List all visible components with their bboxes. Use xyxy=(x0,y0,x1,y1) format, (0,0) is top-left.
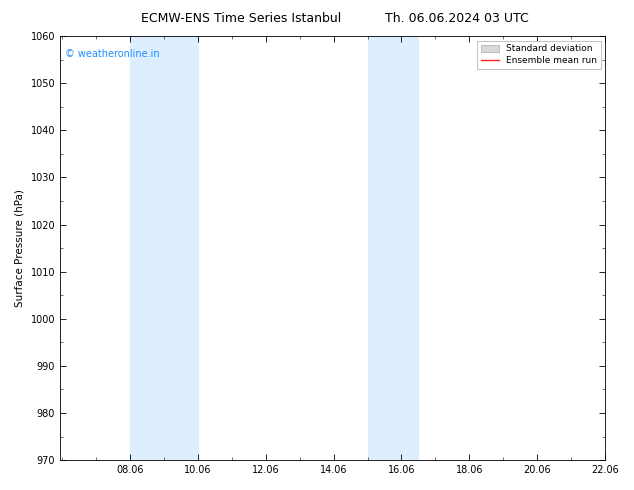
Bar xyxy=(368,36,418,460)
Bar xyxy=(130,36,198,460)
Text: ECMW-ENS Time Series Istanbul: ECMW-ENS Time Series Istanbul xyxy=(141,12,341,25)
Legend: Standard deviation, Ensemble mean run: Standard deviation, Ensemble mean run xyxy=(477,41,600,69)
Y-axis label: Surface Pressure (hPa): Surface Pressure (hPa) xyxy=(15,189,25,307)
Text: © weatheronline.in: © weatheronline.in xyxy=(65,49,160,59)
Text: Th. 06.06.2024 03 UTC: Th. 06.06.2024 03 UTC xyxy=(385,12,528,25)
